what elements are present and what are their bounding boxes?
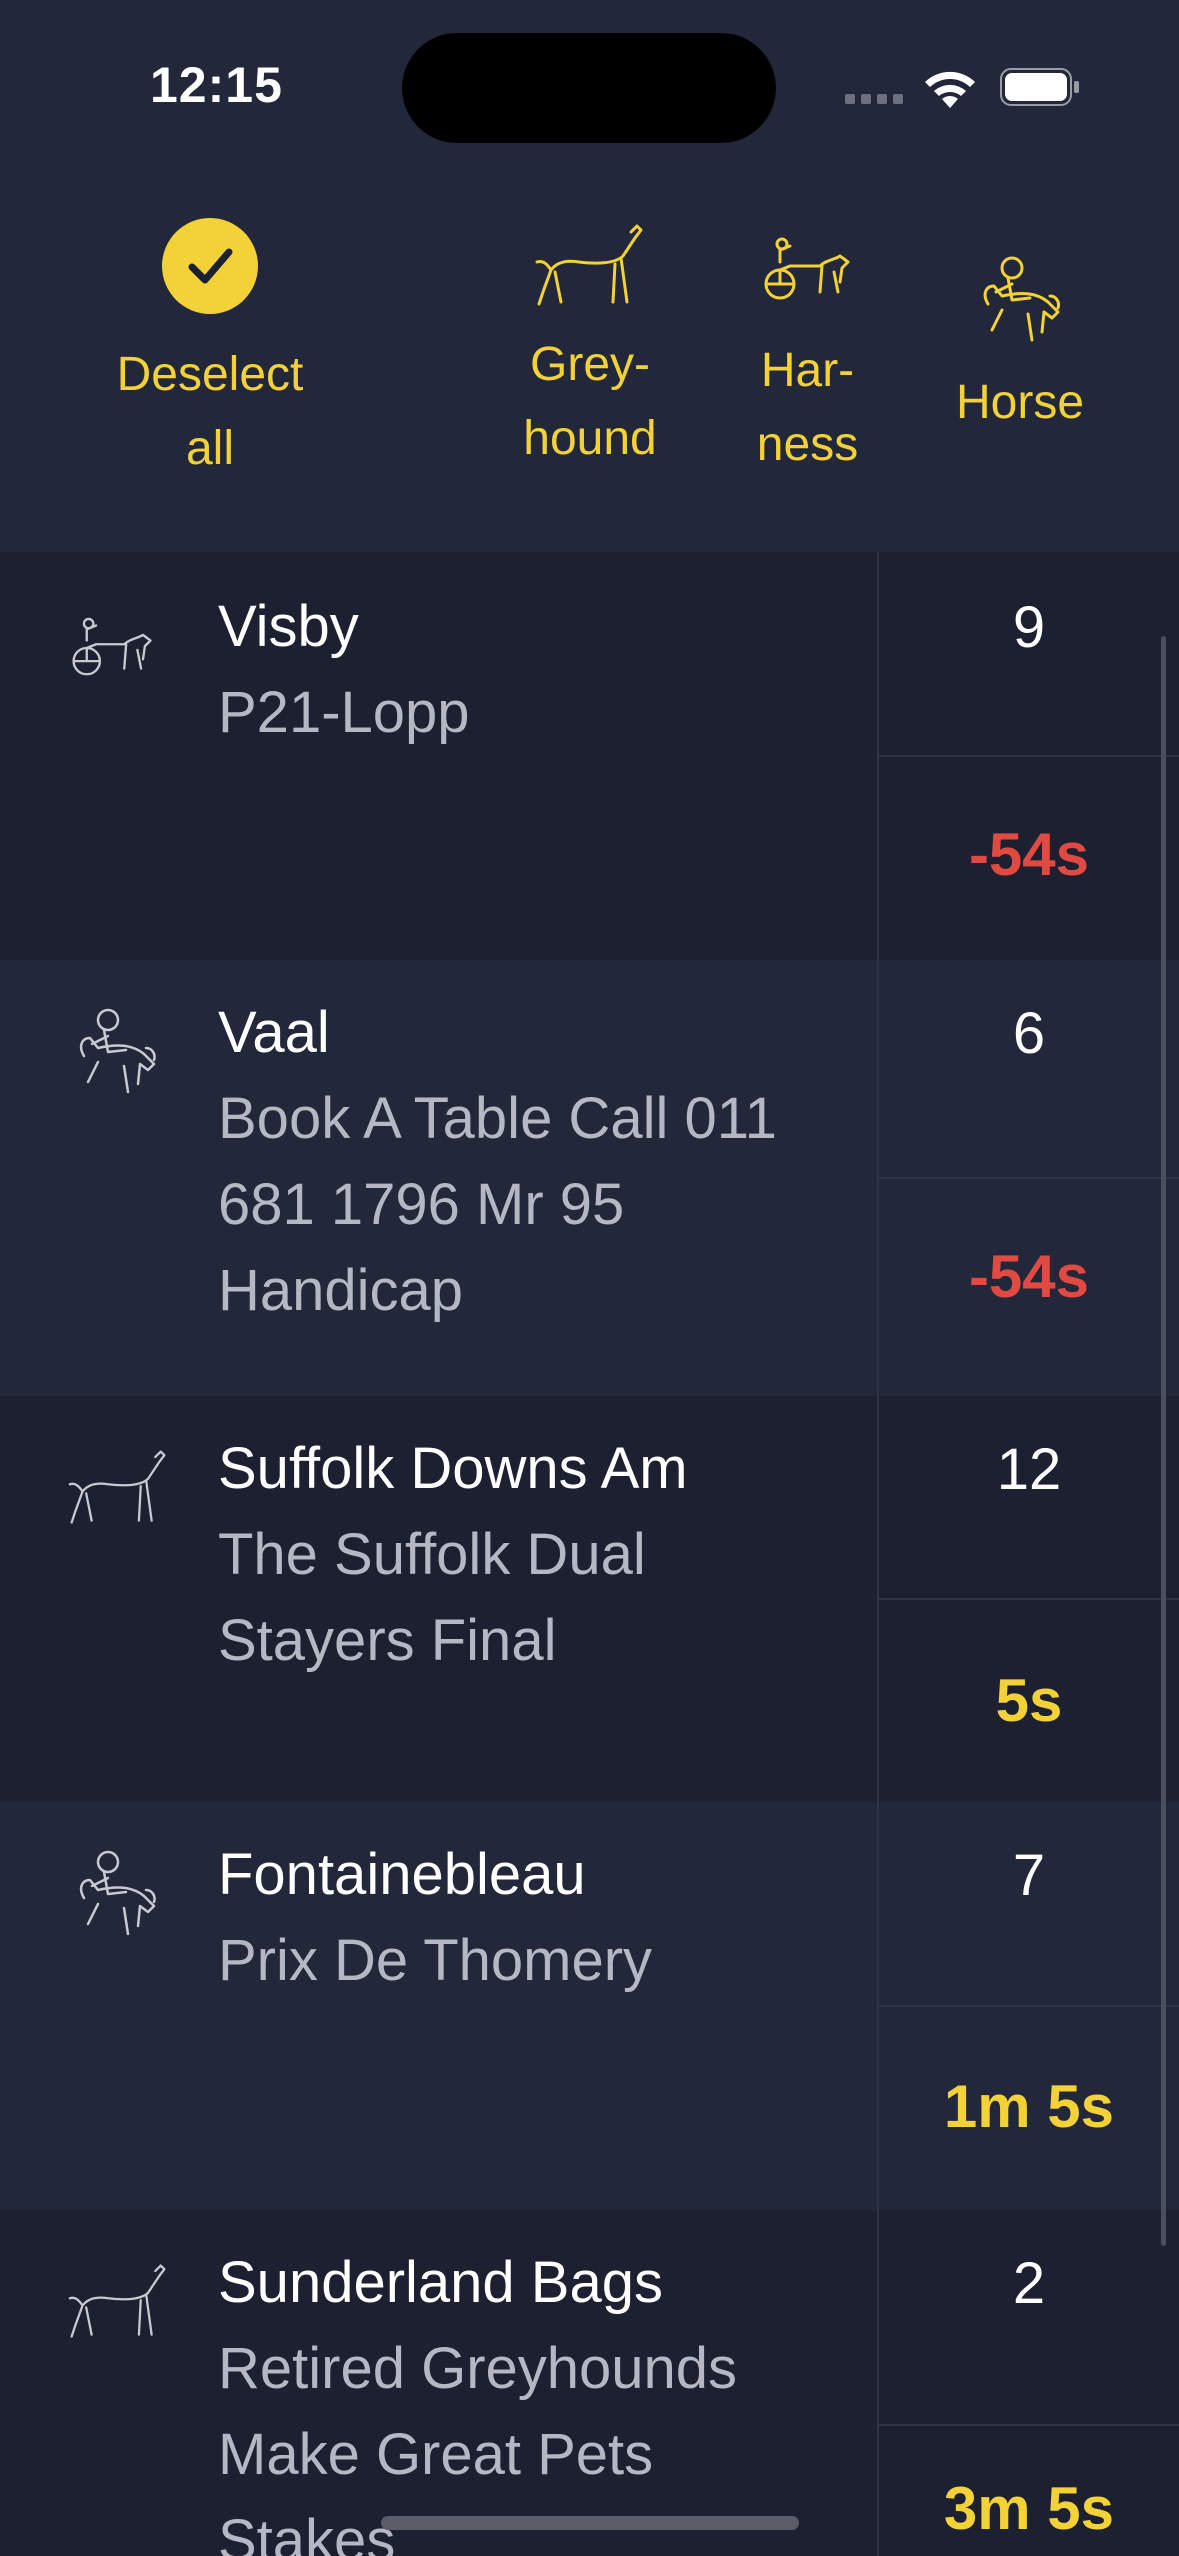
greyhound-icon xyxy=(535,224,643,306)
battery-icon xyxy=(1000,68,1079,106)
harness-icon xyxy=(764,237,849,300)
greyhound-label-1: Grey- xyxy=(530,338,650,391)
check-icon xyxy=(162,218,258,314)
divider xyxy=(879,2424,1179,2426)
race-name-line: Prix De Thomery xyxy=(218,1928,653,1993)
race-name-line: Make Great Pets xyxy=(218,2422,654,2487)
race-row[interactable]: Fontainebleau Prix De Thomery 7 1m 5s xyxy=(0,1802,1179,2210)
cellular-signal-icon xyxy=(845,94,905,106)
runner-count: 12 xyxy=(996,1437,1062,1502)
wifi-icon xyxy=(925,71,975,108)
race-venue: Visby xyxy=(218,594,359,659)
race-name-line: Handicap xyxy=(218,1258,464,1323)
race-row[interactable]: Suffolk Downs Am The Suffolk Dual Stayer… xyxy=(0,1396,1179,1802)
race-countdown: -54s xyxy=(968,821,1090,888)
deselect-all-button[interactable]: Deselect all xyxy=(70,218,350,486)
race-info-column: 12 5s xyxy=(877,1396,1179,1802)
race-name: Retired Greyhounds Make Great Pets Stake… xyxy=(218,2326,858,2556)
race-countdown: 1m 5s xyxy=(943,2073,1115,2140)
home-indicator[interactable] xyxy=(381,2516,799,2530)
race-venue: Suffolk Downs Am xyxy=(218,1436,688,1501)
divider xyxy=(879,1177,1179,1179)
greyhound-filter-button[interactable]: Grey- hound xyxy=(500,220,680,476)
divider xyxy=(879,1598,1179,1600)
deselect-all-label-1: Deselect xyxy=(116,348,304,401)
race-name: P21-Lopp xyxy=(218,670,858,756)
horse-jockey-icon xyxy=(79,1008,156,1094)
race-venue: Vaal xyxy=(218,1000,330,1065)
race-info-column: 7 1m 5s xyxy=(877,1802,1179,2210)
race-countdown: 5s xyxy=(995,1667,1063,1734)
race-countdown: -54s xyxy=(968,1243,1090,1310)
race-name-line: Retired Greyhounds xyxy=(218,2336,738,2401)
race-name: Prix De Thomery xyxy=(218,1918,858,2004)
greyhound-icon xyxy=(68,1450,166,1524)
runner-count: 9 xyxy=(1012,595,1046,660)
divider xyxy=(879,2005,1179,2007)
horse-jockey-icon xyxy=(983,256,1060,342)
race-countdown: 3m 5s xyxy=(943,2475,1115,2542)
race-name-line: Stakes xyxy=(218,2508,396,2556)
horse-jockey-icon xyxy=(79,1850,156,1936)
race-row[interactable]: Vaal Book A Table Call 011 681 1796 Mr 9… xyxy=(0,960,1179,1396)
greyhound-icon xyxy=(68,2264,166,2338)
greyhound-label-2: hound xyxy=(523,412,657,465)
horse-label: Horse xyxy=(955,376,1085,429)
harness-filter-button[interactable]: Har- ness xyxy=(730,232,885,482)
race-row[interactable]: Visby P21-Lopp 9 -54s xyxy=(0,552,1179,960)
race-name-line: Book A Table Call 011 xyxy=(218,1086,777,1151)
race-name-line: 681 1796 Mr 95 xyxy=(218,1172,625,1237)
race-info-column: 2 3m 5s xyxy=(877,2210,1179,2556)
status-time: 12:15 xyxy=(150,57,283,113)
race-info-column: 6 -54s xyxy=(877,960,1179,1396)
race-name-line: Stayers Final xyxy=(218,1608,557,1673)
race-name-line: P21-Lopp xyxy=(218,680,470,745)
divider xyxy=(879,755,1179,757)
deselect-all-label-2: all xyxy=(185,422,235,475)
harness-label-2: ness xyxy=(756,418,859,471)
race-name: Book A Table Call 011 681 1796 Mr 95 Han… xyxy=(218,1076,858,1334)
race-venue: Sunderland Bags xyxy=(218,2250,663,2315)
race-name: The Suffolk Dual Stayers Final xyxy=(218,1512,858,1684)
race-type-filter-bar: Deselect all Grey- hound Har- ness Horse xyxy=(0,160,1179,552)
runner-count: 6 xyxy=(1012,1001,1046,1066)
harness-icon xyxy=(72,617,152,676)
status-bar: 12:15 xyxy=(0,0,1179,160)
scroll-indicator[interactable] xyxy=(1161,636,1166,2246)
race-name-line: The Suffolk Dual xyxy=(218,1522,646,1587)
runner-count: 2 xyxy=(1012,2251,1046,2316)
race-info-column: 9 -54s xyxy=(877,552,1179,960)
race-row[interactable]: Sunderland Bags Retired Greyhounds Make … xyxy=(0,2210,1179,2556)
race-venue: Fontainebleau xyxy=(218,1842,586,1907)
horse-filter-button[interactable]: Horse xyxy=(935,252,1105,440)
runner-count: 7 xyxy=(1012,1843,1046,1908)
harness-label-1: Har- xyxy=(760,344,855,397)
dynamic-island xyxy=(402,33,776,143)
